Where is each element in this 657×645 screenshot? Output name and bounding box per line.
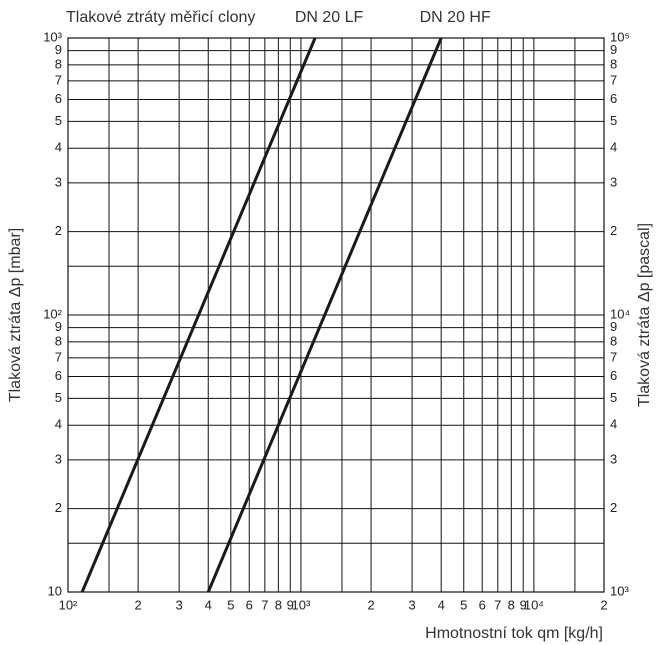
y2-tick-label: 9 — [610, 42, 617, 57]
series-name: DN 20 HF — [420, 9, 491, 26]
x-tick-label: 3 — [176, 597, 183, 612]
y2-tick-label: 4 — [610, 140, 617, 155]
x-tick-label: 8 — [508, 597, 515, 612]
x-tick-label: 9 — [287, 597, 294, 612]
x-tick-label: 2 — [367, 597, 374, 612]
y2-tick-label: 10⁴ — [610, 306, 630, 321]
plot-frame — [67, 37, 605, 593]
y2-tick-label: 10³ — [610, 583, 629, 598]
y-tick-label: 9 — [55, 42, 62, 57]
y-tick-label: 5 — [55, 390, 62, 405]
x-tick-label: 8 — [275, 597, 282, 612]
x-tick-label: 10⁴ — [524, 597, 544, 612]
y-tick-label: 6 — [55, 91, 62, 106]
y2-axis-label: Tlaková ztráta Δp [pascal] — [636, 223, 653, 407]
x-tick-label: 4 — [438, 597, 445, 612]
x-tick-label: 10² — [59, 597, 78, 612]
y2-tick-label: 3 — [610, 451, 617, 466]
y-tick-label: 10² — [43, 306, 62, 321]
y2-tick-label: 6 — [610, 368, 617, 383]
x-tick-label: 3 — [408, 597, 415, 612]
x-tick-label: 9 — [520, 597, 527, 612]
y-tick-label: 3 — [55, 174, 62, 189]
chart-title: Tlakové ztráty měřicí clony — [66, 9, 255, 26]
x-tick-label: 6 — [479, 597, 486, 612]
x-tick-label: 10³ — [292, 597, 311, 612]
x-tick-label: 7 — [261, 597, 268, 612]
y2-tick-label: 9 — [610, 319, 617, 334]
y-tick-label: 3 — [55, 451, 62, 466]
y-tick-label: 5 — [55, 113, 62, 128]
series-line — [80, 37, 317, 593]
y2-tick-label: 7 — [610, 72, 617, 87]
x-tick-label: 2 — [600, 597, 607, 612]
y-tick-label: 10³ — [43, 29, 62, 44]
x-axis-label: Hmotnostní tok qm [kg/h] — [425, 625, 603, 642]
x-tick-label: 7 — [494, 597, 501, 612]
x-tick-label: 5 — [227, 597, 234, 612]
y-tick-label: 4 — [55, 417, 62, 432]
y2-tick-label: 7 — [610, 349, 617, 364]
x-tick-label: 5 — [460, 597, 467, 612]
x-tick-label: 2 — [135, 597, 142, 612]
y-tick-label: 7 — [55, 349, 62, 364]
y-tick-label: 6 — [55, 368, 62, 383]
series-line — [206, 37, 443, 593]
x-tick-label: 6 — [246, 597, 253, 612]
series-name: DN 20 LF — [295, 9, 364, 26]
y2-tick-label: 10⁵ — [610, 29, 630, 44]
y2-tick-label: 8 — [610, 56, 617, 71]
y-tick-label: 10 — [48, 583, 62, 598]
y-tick-label: 9 — [55, 319, 62, 334]
y-axis-label: Tlaková ztráta Δp [mbar] — [7, 228, 24, 402]
y2-tick-label: 6 — [610, 91, 617, 106]
y-tick-label: 2 — [55, 223, 62, 238]
x-tick-label: 4 — [205, 597, 212, 612]
y2-tick-label: 5 — [610, 390, 617, 405]
y-tick-label: 8 — [55, 333, 62, 348]
y-tick-label: 8 — [55, 56, 62, 71]
y-tick-label: 2 — [55, 500, 62, 515]
y-tick-label: 7 — [55, 72, 62, 87]
y2-tick-label: 4 — [610, 417, 617, 432]
y2-tick-label: 8 — [610, 333, 617, 348]
y2-tick-label: 3 — [610, 174, 617, 189]
y2-tick-label: 2 — [610, 500, 617, 515]
y2-tick-label: 2 — [610, 223, 617, 238]
y2-tick-label: 5 — [610, 113, 617, 128]
y-tick-label: 4 — [55, 140, 62, 155]
